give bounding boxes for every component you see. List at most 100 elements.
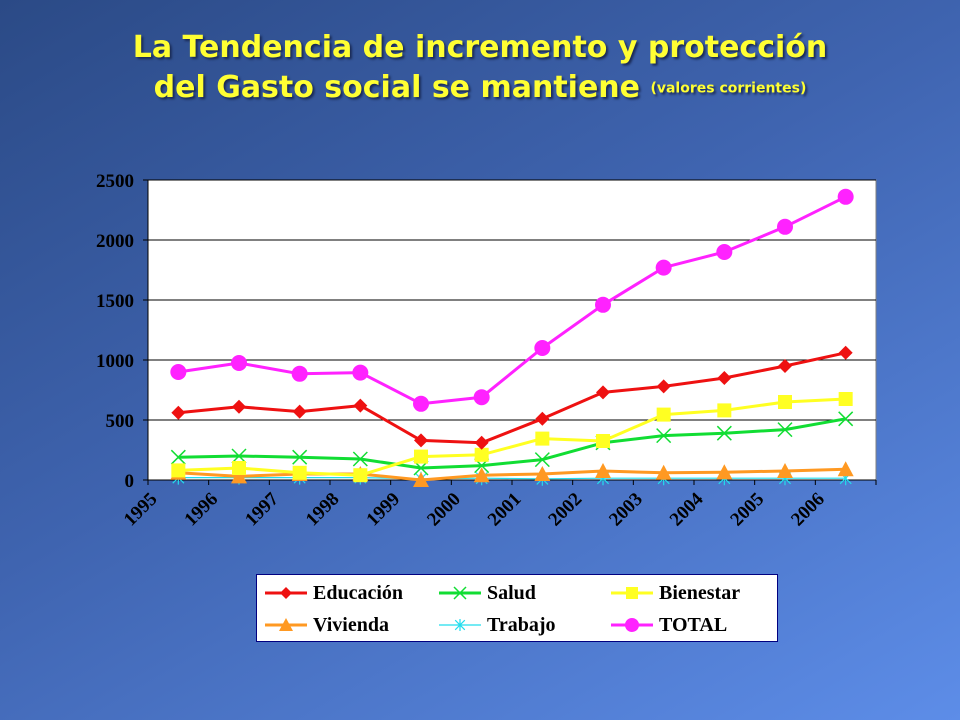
data-point	[454, 619, 466, 631]
legend-label: Educación	[313, 581, 404, 604]
x-tick-label: 1995	[120, 489, 162, 531]
data-point	[656, 379, 671, 394]
data-point	[232, 399, 246, 414]
data-point	[778, 359, 792, 373]
series-line	[178, 397, 846, 477]
data-point	[474, 447, 489, 462]
data-point	[171, 405, 186, 420]
y-axis: 0 500 1000 1500 2000 2500	[96, 171, 149, 492]
legend-swatch	[611, 618, 653, 632]
y-tick-label: 1000	[96, 351, 134, 372]
data-point	[837, 461, 854, 477]
data-point	[232, 461, 246, 475]
grid-lines	[148, 179, 876, 421]
data-point	[292, 465, 307, 480]
x-tick-label: 2005	[726, 489, 768, 531]
data-point	[716, 425, 732, 441]
data-point	[292, 404, 307, 419]
x-tick-label: 2001	[484, 489, 526, 531]
plot-area	[147, 179, 877, 481]
x-tick-label: 1999	[362, 489, 404, 531]
data-point	[170, 364, 187, 380]
legend: Educación Salud Bienestar Vivienda Trabajo TO…	[256, 574, 778, 642]
y-tick-label: 0	[125, 471, 135, 492]
data-point	[170, 449, 186, 465]
data-point	[838, 345, 853, 360]
data-point	[353, 398, 368, 413]
data-point	[656, 428, 672, 444]
series-educacion	[171, 345, 853, 450]
data-point	[626, 587, 638, 599]
data-point	[534, 340, 551, 356]
data-point	[716, 244, 733, 260]
data-point	[778, 395, 792, 409]
legend-item-vivienda: Vivienda	[263, 610, 389, 640]
title-line-2-text: del Gasto social se mantiene	[153, 70, 640, 105]
data-point	[534, 452, 550, 468]
data-point	[837, 188, 854, 205]
data-point	[534, 466, 551, 481]
series-group	[170, 188, 854, 487]
data-point	[279, 618, 293, 631]
legend-swatch	[439, 619, 481, 631]
legend-label: Salud	[487, 581, 536, 604]
y-tick-label: 1500	[96, 291, 134, 312]
y-tick-label: 2500	[96, 171, 134, 192]
data-point	[352, 364, 369, 381]
x-tick-label: 1997	[241, 488, 283, 530]
title-line-1: La Tendencia de incremento y protección	[132, 30, 828, 65]
data-point	[171, 463, 186, 478]
data-point	[413, 395, 429, 412]
legend-item-bienestar: Bienestar	[609, 578, 740, 608]
x-tick-label: 1998	[302, 489, 344, 531]
data-point	[453, 586, 467, 600]
data-point	[474, 435, 489, 450]
legend-label: Bienestar	[659, 581, 741, 604]
data-point	[777, 422, 793, 438]
series-line	[178, 195, 847, 406]
legend-item-educacion: Educación	[263, 578, 403, 608]
series-bienestar	[171, 392, 853, 483]
data-point	[413, 472, 429, 487]
series-total	[170, 188, 854, 412]
legend-label: TOTAL	[659, 613, 728, 636]
series-line	[178, 351, 846, 445]
data-point	[838, 411, 854, 427]
data-point	[717, 371, 732, 385]
data-point	[414, 449, 428, 464]
x-axis: 1995 1996 1997 1998 1999 2000 2001 2002 2003 2004…	[120, 479, 877, 531]
title-note: (valores corrientes)	[650, 80, 807, 97]
data-point	[291, 365, 308, 382]
data-point	[716, 464, 733, 480]
legend-item-total: TOTAL	[609, 610, 727, 640]
data-point	[292, 449, 308, 465]
x-tick-label: 2003	[605, 489, 647, 531]
data-point	[280, 587, 292, 599]
title-line-2: del Gasto social se mantiene (valores co…	[0, 68, 960, 109]
data-point	[231, 448, 247, 464]
legend-swatch	[611, 587, 653, 599]
data-point	[535, 411, 550, 426]
data-point	[414, 433, 428, 448]
data-point	[838, 392, 853, 406]
data-point	[625, 618, 639, 632]
data-point	[231, 468, 247, 484]
data-point	[353, 468, 368, 483]
data-point	[777, 463, 793, 478]
legend-item-salud: Salud	[437, 578, 536, 608]
legend-label: Trabajo	[487, 613, 556, 636]
chart-title: La Tendencia de incremento y protección …	[0, 28, 960, 109]
data-point	[655, 464, 672, 480]
data-point	[656, 407, 671, 422]
data-point	[352, 451, 368, 467]
x-tick-label: 2002	[544, 489, 586, 531]
data-point	[596, 385, 610, 400]
series-line	[178, 467, 846, 482]
data-point	[595, 296, 611, 313]
y-tick-label: 500	[106, 411, 135, 432]
x-tick-label: 2004	[666, 488, 708, 530]
data-point	[473, 467, 490, 483]
x-tick-label: 2006	[787, 489, 829, 531]
data-point	[596, 434, 610, 448]
